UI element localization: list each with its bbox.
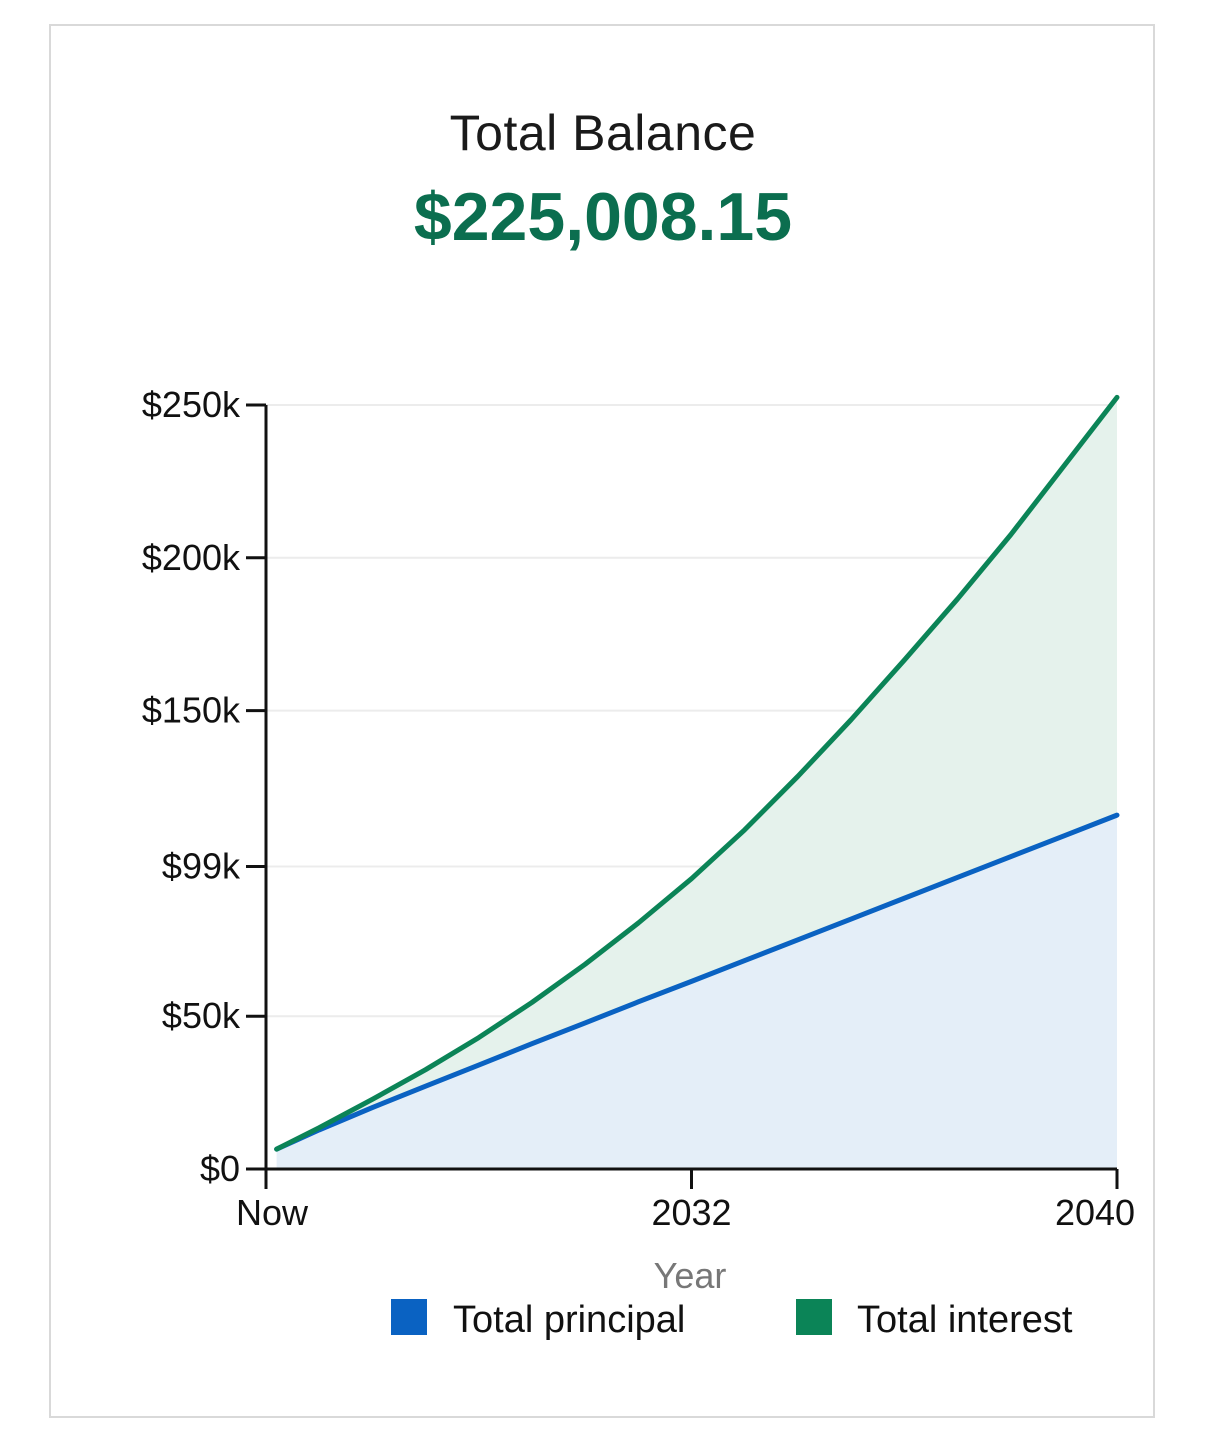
y-tick-label-5: $250k [142, 384, 241, 425]
y-tick-label-4: $200k [142, 537, 241, 578]
x-tick-label-1: 2032 [651, 1192, 731, 1233]
principal-area [276, 815, 1117, 1169]
principal-line [274, 812, 1120, 1152]
series-lines [274, 394, 1120, 1152]
x-tick-label-2: 2040 [1055, 1192, 1135, 1233]
y-tick-label-3: $150k [142, 690, 241, 731]
legend-swatch-1 [796, 1299, 832, 1335]
legend-swatch-0 [391, 1299, 427, 1335]
y-axis-ticks: $0 $50k $99k $150k $200k $250k [142, 384, 266, 1189]
legend: Total principal Total interest [391, 1299, 1073, 1341]
x-axis-ticks: Now 2032 2040 [236, 1169, 1135, 1233]
chart-title: Total Balance [449, 105, 757, 161]
interest-area [276, 397, 1117, 1150]
legend-label-0: Total principal [453, 1299, 685, 1341]
x-tick-label-0: Now [236, 1192, 309, 1233]
area-fills [276, 397, 1117, 1169]
x-axis-title: Year [654, 1255, 727, 1296]
y-tick-label-2: $99k [162, 845, 241, 886]
y-tick-label-1: $50k [162, 995, 241, 1036]
total-balance-amount: $225,008.15 [413, 179, 793, 255]
y-tick-label-0: $0 [200, 1148, 240, 1189]
total-balance-line [274, 394, 1120, 1152]
legend-label-1: Total interest [857, 1299, 1073, 1341]
